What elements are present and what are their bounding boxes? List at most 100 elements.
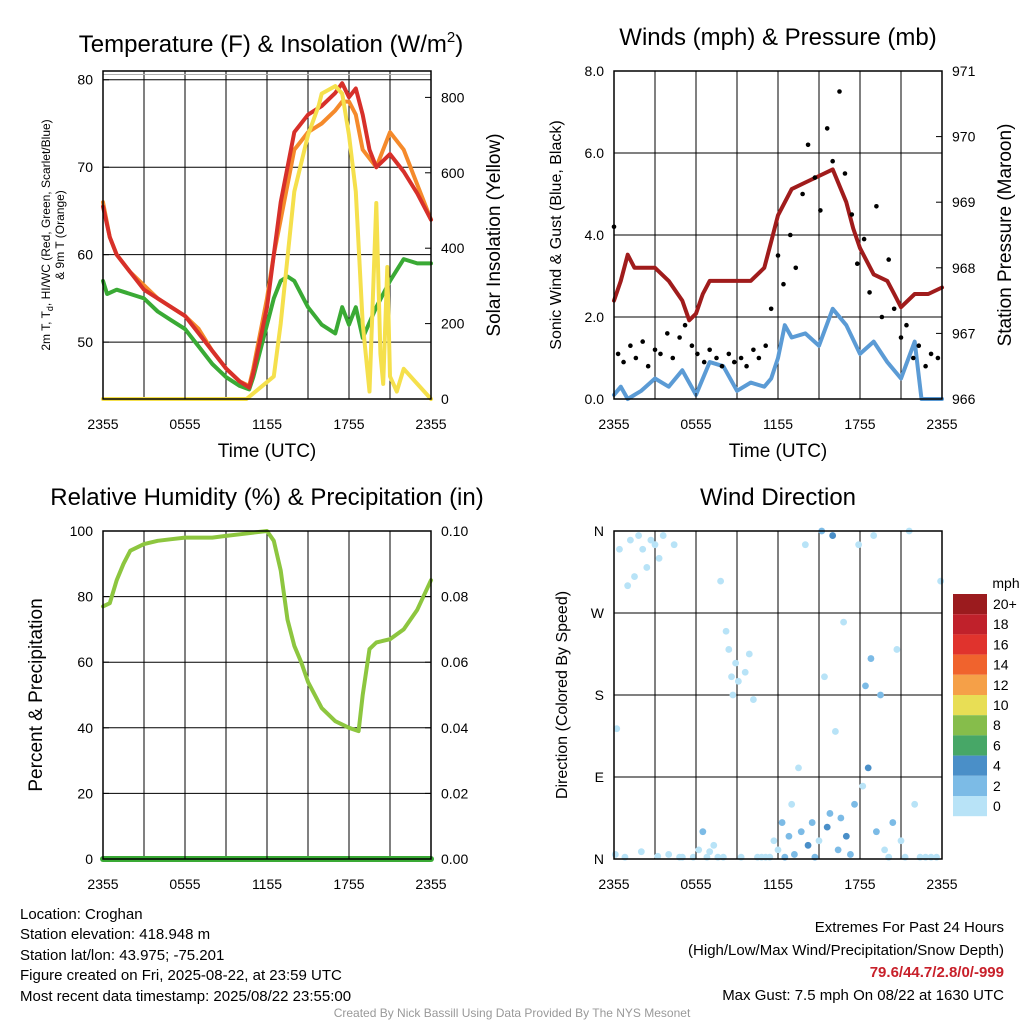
x-tick-label: 2355: [598, 416, 629, 432]
y2-tick-label: 0.10: [441, 523, 468, 539]
gust-point: [628, 343, 633, 349]
gust-point: [689, 343, 695, 349]
y-tick-label: 40: [77, 720, 93, 736]
gust-point: [701, 359, 707, 365]
direction-point: [867, 655, 875, 662]
extremes-subtitle: (High/Low/Max Wind/Precipitation/Snow De…: [688, 941, 1004, 959]
y-label-subscript: d: [45, 306, 55, 311]
x-tick-label: 2355: [598, 876, 629, 892]
gust-point: [707, 347, 712, 353]
credit-line: Created By Nick Bassill Using Data Provi…: [333, 1006, 691, 1020]
legend-label: 16: [993, 636, 1009, 652]
direction-point: [750, 696, 757, 703]
gust-point: [805, 142, 811, 148]
direction-point: [837, 814, 845, 822]
direction-point: [877, 691, 884, 699]
direction-point: [745, 650, 753, 658]
direction-point: [647, 536, 655, 544]
gust-point: [744, 363, 749, 369]
chart-title: Relative Humidity (%) & Precipitation (i…: [50, 484, 483, 511]
direction-point: [699, 828, 707, 836]
gust-point: [756, 355, 762, 361]
chart-title: Winds (mph) & Pressure (mb): [619, 24, 936, 51]
x-tick-label: 2355: [415, 876, 446, 892]
y2-tick-label: 0.00: [441, 851, 468, 867]
gust-point: [837, 89, 842, 94]
x-tick-label: 1755: [844, 416, 875, 432]
chart-title-main: Temperature (F) & Insolation (W/m: [79, 31, 447, 58]
gust-point: [677, 335, 682, 340]
series-line: [612, 306, 944, 401]
y2-tick-label: 400: [441, 240, 465, 256]
legend-label: 4: [993, 758, 1001, 774]
direction-point: [635, 532, 642, 539]
extremes-title: Extremes For Past 24 Hours: [814, 919, 1004, 936]
direction-point: [788, 800, 796, 808]
direction-point: [659, 532, 667, 539]
gust-point: [640, 339, 645, 344]
y2-tick-label: 0.06: [441, 654, 468, 670]
y2-tick-label: 0.02: [441, 785, 468, 801]
direction-point: [897, 837, 905, 845]
direction-point: [821, 673, 828, 681]
x-tick-label: 1155: [763, 416, 793, 432]
legend-swatch: [953, 614, 987, 635]
direction-point: [893, 646, 901, 653]
x-tick-label: 2355: [87, 876, 118, 892]
direction-point: [710, 841, 718, 849]
gust-point: [916, 343, 922, 349]
gust-point: [781, 281, 786, 287]
y-tick-label: 80: [77, 72, 93, 88]
direction-point: [855, 541, 863, 549]
direction-point: [937, 577, 945, 585]
y2-axis-label: Solar Insolation (Yellow): [484, 133, 505, 336]
x-tick-label: 1155: [252, 876, 282, 892]
x-tick-label: 0555: [169, 876, 200, 892]
gust-point: [935, 355, 941, 361]
x-axis-label: Time (UTC): [218, 441, 317, 462]
gust-point: [824, 126, 830, 131]
x-tick-label: 1755: [333, 876, 364, 892]
direction-point: [791, 851, 798, 858]
gust-point: [726, 351, 732, 357]
direction-point: [829, 532, 837, 539]
legend-label: 0: [993, 798, 1001, 814]
y-tick-label: 8.0: [585, 63, 605, 79]
legend-swatch: [953, 634, 987, 655]
gust-point: [763, 343, 768, 349]
direction-point: [774, 846, 782, 854]
direction-point: [889, 819, 897, 826]
y2-tick-label: 969: [952, 194, 976, 210]
direction-point: [815, 837, 823, 845]
direction-point: [832, 728, 839, 735]
gust-point: [891, 306, 897, 312]
x-tick-label: 0555: [169, 416, 200, 432]
y-tick-label: S: [595, 687, 604, 703]
direction-point: [785, 832, 793, 840]
station-elevation: Station elevation: 418.948 m: [20, 926, 211, 944]
direction-point: [741, 668, 749, 676]
y2-tick-label: 800: [441, 89, 465, 105]
direction-point: [637, 848, 645, 856]
direction-point: [842, 832, 850, 840]
gust-point: [800, 191, 805, 197]
y-tick-label: 0: [85, 851, 93, 867]
y-tick-label: N: [594, 851, 604, 867]
direction-point: [651, 541, 659, 549]
direction-point: [732, 659, 740, 667]
extremes-block: Extremes For Past 24 Hours (High/Low/Max…: [688, 917, 1004, 1007]
chart-title: Temperature (F) & Insolation (W/m2): [79, 29, 463, 58]
y-tick-label: N: [594, 523, 604, 539]
gust-point: [670, 355, 676, 361]
y-tick-label: E: [595, 769, 604, 785]
x-tick-label: 2355: [87, 416, 118, 432]
x-tick-label: 2355: [926, 416, 957, 432]
gust-point: [861, 236, 867, 242]
gust-point: [775, 253, 781, 258]
x-tick-label: 1155: [252, 416, 282, 432]
direction-point: [734, 677, 742, 685]
plot-area-2: [611, 89, 944, 401]
y-label-rest: , HI/WC (Red, Green, Scarlet/Blue): [39, 119, 53, 306]
gust-point: [842, 171, 848, 176]
chart-title: Wind Direction: [700, 484, 856, 511]
